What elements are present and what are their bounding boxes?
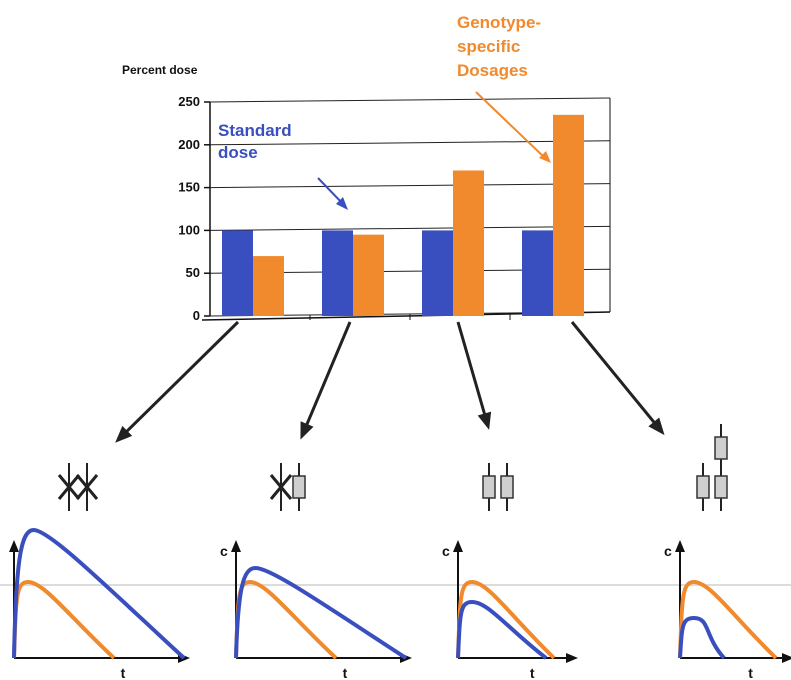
genotype-arrow-head <box>648 417 665 436</box>
genotype-dosage-label-line2: specific <box>457 37 520 56</box>
genotype-dosage-bar <box>253 256 284 316</box>
genotype-arrow-head <box>115 425 133 443</box>
concentration-axis-arrow <box>453 540 463 552</box>
concentration-axis-arrow <box>9 540 19 552</box>
genotype-dosage-curve <box>456 579 556 660</box>
time-axis-label: t <box>530 665 535 680</box>
genotype-arrow <box>116 320 240 442</box>
active-allele-box <box>482 475 496 499</box>
y-tick-label: 200 <box>178 137 200 152</box>
concentration-axis-label: c <box>220 543 228 559</box>
genotype-dosage-bar <box>553 114 584 316</box>
null-allele-cross <box>57 474 81 500</box>
concentration-axis-label: c <box>664 543 672 559</box>
concentration-axis-label: c <box>442 543 450 559</box>
y-axis-ticks: 0 50 100 150 200 250 <box>178 94 210 323</box>
time-axis-arrow <box>566 653 578 663</box>
genotype-dosage-label: Genotype- <box>457 13 541 32</box>
standard-dose-bar <box>422 230 453 316</box>
concentration-axis-arrow <box>675 540 685 552</box>
standard-dose-bar <box>322 230 353 316</box>
gridline <box>209 183 611 189</box>
genotype-dosage-curve <box>12 579 116 660</box>
genotype-dosage-bar <box>353 234 384 316</box>
time-axis-label: t <box>343 665 348 680</box>
active-allele-box <box>714 436 728 460</box>
concentration-axis-arrow <box>231 540 241 552</box>
null-allele-cross <box>269 474 293 500</box>
time-axis-arrow <box>782 653 791 663</box>
standard-dose-curve <box>456 599 548 660</box>
genotype-arrow-head <box>300 421 314 440</box>
active-allele-box <box>500 475 514 499</box>
gridline <box>209 97 611 103</box>
time-axis-label: t <box>121 665 126 680</box>
concentration-time-curves: t c t c t c t <box>0 527 791 680</box>
y-axis-title: Percent dose <box>122 63 198 77</box>
genotype-arrow <box>300 321 352 437</box>
standard-dose-curve <box>12 527 186 660</box>
y-tick-label: 100 <box>178 222 200 237</box>
active-allele-box <box>696 475 710 499</box>
gridline <box>209 225 611 231</box>
y-tick-label: 0 <box>193 308 200 323</box>
gridline <box>209 140 611 146</box>
standard-dose-bar <box>522 230 553 316</box>
genotype-dosage-pointer <box>475 91 546 159</box>
y-tick-label: 50 <box>186 265 200 280</box>
active-allele-box <box>714 475 728 499</box>
genotype-dosage-curve <box>234 579 338 660</box>
genotype-dosage-label-line3: Dosages <box>457 61 528 80</box>
bar-chart: Percent dose 0 50 100 150 200 250 Standard do… <box>122 13 611 323</box>
standard-dose-curve <box>234 565 408 660</box>
genotype-symbols <box>57 424 728 511</box>
standard-dose-label: Standard <box>218 121 292 140</box>
y-tick-label: 150 <box>178 180 200 195</box>
genotype-arrow <box>570 321 664 433</box>
genotype-arrow <box>456 321 490 427</box>
y-tick-label: 250 <box>178 94 200 109</box>
genotype-arrows <box>115 320 665 443</box>
genotype-dosage-curve <box>678 579 778 660</box>
null-allele-cross <box>75 474 99 500</box>
genotype-dosage-pointer-head <box>539 151 551 163</box>
active-allele-box <box>292 475 306 499</box>
standard-dose-label-line2: dose <box>218 143 258 162</box>
time-axis-label: t <box>748 665 753 680</box>
standard-dose-pointer-head <box>336 197 348 210</box>
genotype-arrow-head <box>477 411 492 430</box>
chart-bars <box>222 114 584 316</box>
genotype-dosage-bar <box>453 170 484 316</box>
standard-dose-curve <box>678 615 726 660</box>
standard-dose-bar <box>222 230 253 316</box>
